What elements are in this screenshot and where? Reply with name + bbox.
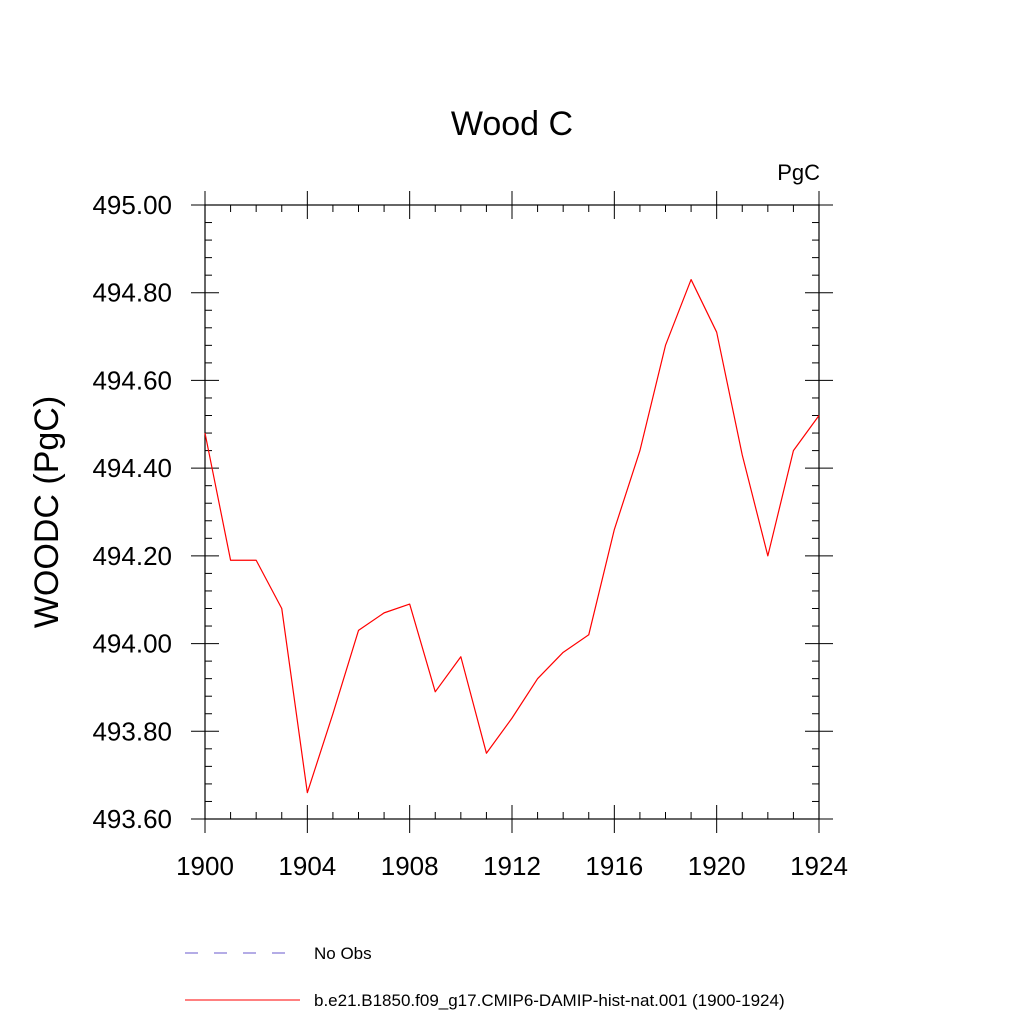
y-minor-ticks bbox=[205, 222, 819, 802]
y-tick-label: 493.60 bbox=[92, 804, 172, 834]
x-tick-label: 1916 bbox=[585, 851, 643, 881]
y-major-ticks bbox=[191, 204, 833, 820]
y-tick-label: 494.40 bbox=[92, 453, 172, 483]
x-tick-label: 1920 bbox=[688, 851, 746, 881]
legend-label-no-obs: No Obs bbox=[314, 944, 372, 963]
x-major-ticks bbox=[204, 191, 820, 833]
y-tick-label: 494.80 bbox=[92, 278, 172, 308]
chart-title: Wood C bbox=[451, 105, 573, 143]
y-tick-label: 494.60 bbox=[92, 365, 172, 395]
legend-label-model: b.e21.B1850.f09_g17.CMIP6-DAMIP-hist-nat… bbox=[314, 991, 785, 1010]
x-tick-label: 1924 bbox=[790, 851, 848, 881]
legend: No Obs b.e21.B1850.f09_g17.CMIP6-DAMIP-h… bbox=[185, 944, 785, 1010]
series-line bbox=[204, 278, 820, 794]
y-tick-label: 494.00 bbox=[92, 629, 172, 659]
y-tick-label: 495.00 bbox=[92, 190, 172, 220]
x-tick-label: 1908 bbox=[381, 851, 439, 881]
x-minor-ticks bbox=[230, 205, 794, 819]
x-tick-label: 1900 bbox=[176, 851, 234, 881]
x-tick-label: 1912 bbox=[483, 851, 541, 881]
y-tick-label: 494.20 bbox=[92, 541, 172, 571]
x-tick-label: 1904 bbox=[278, 851, 336, 881]
y-tick-labels: 493.60 493.80 494.00 494.20 494.40 494.60 494.… bbox=[92, 190, 172, 834]
units-label: PgC bbox=[777, 160, 820, 185]
series-layer bbox=[204, 278, 820, 794]
y-tick-label: 493.80 bbox=[92, 716, 172, 746]
plot-frame bbox=[204, 204, 820, 820]
x-tick-labels: 1900 1904 1908 1912 1916 1920 1924 bbox=[176, 851, 848, 881]
y-axis-label: WOODC (PgC) bbox=[28, 396, 66, 628]
